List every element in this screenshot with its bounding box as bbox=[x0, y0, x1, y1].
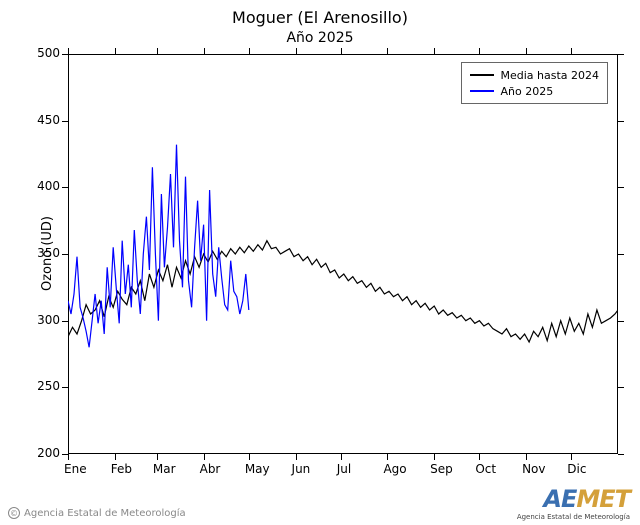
logo: AEMET Agencia Estatal de Meteorología bbox=[517, 485, 630, 521]
x-tick-label: Jun bbox=[292, 462, 332, 476]
y-tick bbox=[618, 187, 624, 188]
x-tick bbox=[68, 48, 69, 54]
y-tick bbox=[62, 321, 68, 322]
y-tick-label: 500 bbox=[20, 46, 60, 60]
x-tick bbox=[479, 454, 480, 460]
legend-label: Media hasta 2024 bbox=[500, 69, 599, 82]
x-tick bbox=[526, 454, 527, 460]
y-tick-label: 350 bbox=[20, 246, 60, 260]
footer-text: Agencia Estatal de Meteorología bbox=[24, 508, 186, 519]
x-tick bbox=[68, 454, 69, 460]
y-tick-label: 450 bbox=[20, 113, 60, 127]
copyright-icon: © bbox=[8, 507, 20, 519]
y-tick-label: 250 bbox=[20, 379, 60, 393]
legend-item: Año 2025 bbox=[470, 83, 599, 99]
x-tick bbox=[249, 48, 250, 54]
legend-label: Año 2025 bbox=[500, 85, 553, 98]
x-tick bbox=[115, 48, 116, 54]
y-tick-label: 200 bbox=[20, 446, 60, 460]
x-tick-label: Oct bbox=[475, 462, 515, 476]
x-tick-label: Jul bbox=[337, 462, 377, 476]
logo-text: AEMET bbox=[517, 485, 630, 513]
y-tick-label: 300 bbox=[20, 313, 60, 327]
x-tick bbox=[296, 48, 297, 54]
y-tick bbox=[62, 187, 68, 188]
x-tick-label: Mar bbox=[153, 462, 193, 476]
x-tick bbox=[204, 454, 205, 460]
x-tick bbox=[341, 454, 342, 460]
y-tick bbox=[618, 387, 624, 388]
x-tick bbox=[115, 454, 116, 460]
x-tick bbox=[434, 48, 435, 54]
x-tick bbox=[341, 48, 342, 54]
legend-swatch bbox=[470, 90, 494, 92]
y-tick bbox=[618, 254, 624, 255]
x-tick bbox=[387, 454, 388, 460]
x-tick-label: Dic bbox=[567, 462, 607, 476]
footer: © Agencia Estatal de Meteorología bbox=[8, 507, 186, 519]
y-tick bbox=[618, 454, 624, 455]
x-tick bbox=[157, 48, 158, 54]
logo-subtitle: Agencia Estatal de Meteorología bbox=[517, 513, 630, 521]
series-line bbox=[68, 241, 618, 342]
x-tick bbox=[387, 48, 388, 54]
x-tick bbox=[479, 48, 480, 54]
x-tick-label: Nov bbox=[522, 462, 562, 476]
x-tick bbox=[571, 48, 572, 54]
legend-swatch bbox=[470, 74, 494, 76]
y-tick bbox=[618, 54, 624, 55]
x-tick-label: Ene bbox=[64, 462, 104, 476]
x-tick bbox=[296, 454, 297, 460]
x-tick bbox=[526, 48, 527, 54]
x-tick-label: Sep bbox=[430, 462, 470, 476]
x-tick bbox=[571, 454, 572, 460]
chart-container: Moguer (El Arenosillo) Año 2025 Ozono (U… bbox=[0, 0, 640, 525]
x-tick bbox=[249, 454, 250, 460]
y-tick bbox=[618, 121, 624, 122]
legend-item: Media hasta 2024 bbox=[470, 67, 599, 83]
y-tick bbox=[62, 254, 68, 255]
x-tick-label: Feb bbox=[111, 462, 151, 476]
x-tick-label: May bbox=[245, 462, 285, 476]
y-tick bbox=[62, 121, 68, 122]
y-tick-label: 400 bbox=[20, 179, 60, 193]
x-tick bbox=[434, 454, 435, 460]
x-tick bbox=[204, 48, 205, 54]
x-tick bbox=[157, 454, 158, 460]
series-line bbox=[68, 145, 249, 348]
legend: Media hasta 2024 Año 2025 bbox=[461, 62, 608, 104]
y-tick bbox=[618, 321, 624, 322]
x-tick-label: Ago bbox=[383, 462, 423, 476]
y-tick bbox=[62, 54, 68, 55]
x-tick-label: Abr bbox=[200, 462, 240, 476]
y-tick bbox=[62, 387, 68, 388]
